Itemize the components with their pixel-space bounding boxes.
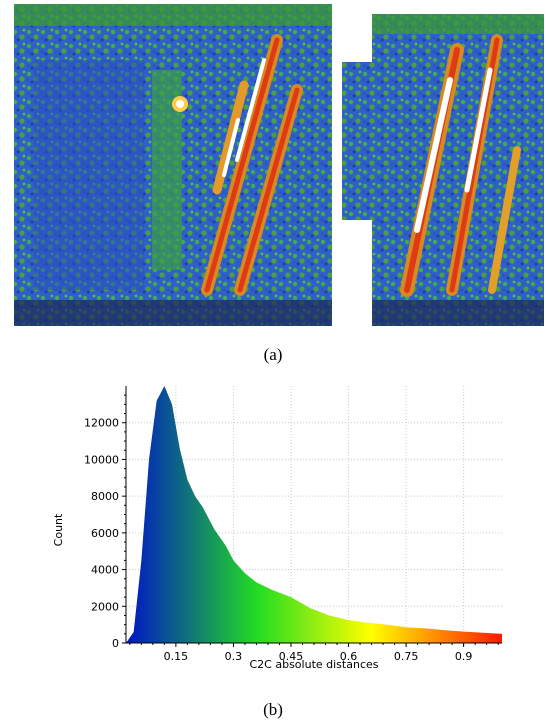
deviation-map-image (14, 4, 544, 326)
caption-b: (b) (263, 700, 283, 719)
caption-a: (a) (263, 345, 283, 364)
x-tick-label-5: 0.9 (455, 650, 473, 663)
y-axis-ticks: 0 2000 4000 6000 8000 10000 12000 (84, 394, 126, 650)
x-tick-label-3: 0.6 (340, 650, 358, 663)
y-tick-label-6: 12000 (84, 417, 119, 430)
y-axis-label: Count (52, 513, 65, 546)
x-tick-label-4: 0.75 (394, 650, 419, 663)
y-tick-label-2: 4000 (91, 564, 119, 577)
y-tick-label-4: 8000 (91, 490, 119, 503)
x-axis-label: C2C absolute distances (250, 658, 379, 671)
y-tick-label-3: 6000 (91, 527, 119, 540)
y-tick-label-5: 10000 (84, 453, 119, 466)
x-axis-ticks: 0.15 0.3 0.45 0.6 0.75 0.9 (129, 643, 499, 663)
x-tick-label-0: 0.15 (164, 650, 189, 663)
x-tick-label-1: 0.3 (225, 650, 243, 663)
y-tick-label-0: 0 (112, 637, 119, 650)
histogram-area (126, 386, 502, 643)
deviation-stripes-right (400, 34, 521, 297)
y-tick-label-1: 2000 (91, 600, 119, 613)
x-tick-label-2: 0.45 (279, 650, 304, 663)
deviation-stripes-left (201, 34, 303, 296)
